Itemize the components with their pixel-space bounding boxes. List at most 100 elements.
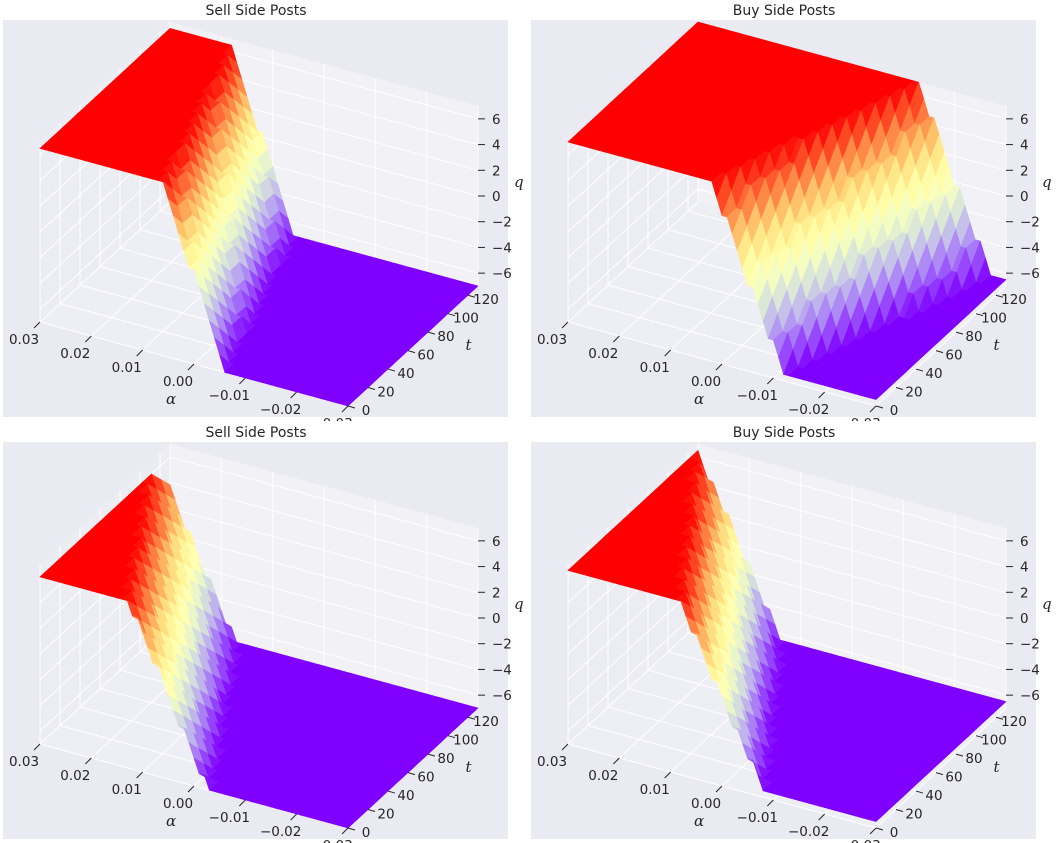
x-tick-mark [290, 391, 298, 399]
x-tick-label: 0.01 [112, 360, 142, 376]
y-tick-mark [915, 368, 924, 372]
y-tick-label: 0 [362, 825, 371, 841]
z-tick-label: −2 [492, 215, 512, 231]
z-tick-label: 0 [492, 189, 501, 205]
y-tick-label: 60 [417, 348, 434, 364]
panel-top-left: Sell Side Posts 0.03 0.02 0.01 0.00 −0.01 −0.0… [0, 0, 528, 421]
x-tick-mark [869, 827, 877, 835]
x-tick-mark [664, 349, 672, 357]
x-tick-label: 0.00 [691, 374, 721, 390]
surface [567, 21, 1007, 400]
y-tick-mark [367, 387, 376, 391]
z-tick-label: −4 [492, 662, 512, 678]
y-tick-mark [387, 790, 396, 794]
x-axis-label: α [694, 390, 704, 408]
x-axis-label: α [694, 812, 704, 830]
x-tick-mark [766, 377, 774, 385]
x-tick-mark [341, 827, 349, 835]
y-tick-label: 40 [925, 788, 942, 804]
y-tick-mark [935, 772, 944, 776]
x-tick-mark [136, 349, 144, 357]
y-tick-label: 20 [377, 807, 394, 823]
panel-bottom-left: Sell Side Posts 0.03 0.02 0.01 0.00 −0.01 −0.0… [0, 422, 528, 843]
y-tick-mark [875, 827, 884, 831]
y-tick-mark [895, 387, 904, 391]
x-tick-label: 0.00 [691, 796, 721, 812]
y-tick-label: 80 [437, 329, 454, 345]
y-tick-label: 0 [890, 403, 899, 419]
y-tick-mark [447, 313, 456, 317]
z-tick-label: 2 [1020, 585, 1029, 601]
y-tick-mark [427, 331, 436, 335]
x-tick-label: −0.01 [737, 810, 778, 826]
z-tick-label: −4 [1020, 662, 1040, 678]
y-tick-label: 60 [417, 770, 434, 786]
x-tick-label: 0.02 [588, 346, 618, 362]
surface-plot-bottom-right: Buy Side Posts 0.03 0.02 0.01 0.00 −0.01 −0.02… [531, 425, 1052, 843]
x-tick-label: 0.01 [112, 782, 142, 798]
x-tick-mark [187, 785, 195, 793]
x-tick-mark [715, 363, 723, 371]
y-tick-label: 0 [362, 403, 371, 419]
x-tick-label: −0.01 [737, 388, 778, 404]
x-tick-mark [561, 743, 569, 751]
z-tick-label: 6 [492, 534, 501, 550]
z-tick-label: 0 [492, 611, 501, 627]
z-axis-label: q [1042, 173, 1052, 191]
x-tick-label: −0.02 [260, 824, 301, 840]
x-tick-label: 0.01 [640, 360, 670, 376]
y-tick-label: 40 [397, 366, 414, 382]
y-tick-label: 80 [965, 329, 982, 345]
y-tick-label: 100 [981, 311, 1007, 327]
x-tick-label: −0.02 [788, 402, 829, 418]
y-tick-mark [407, 350, 416, 354]
x-tick-label: 0.03 [537, 332, 567, 348]
y-tick-mark [347, 827, 356, 831]
x-tick-mark [84, 335, 92, 343]
x-tick-mark [33, 321, 41, 329]
x-tick-label: 0.03 [9, 332, 39, 348]
y-tick-label: 120 [1001, 714, 1027, 730]
y-tick-mark [387, 368, 396, 372]
z-tick-label: 0 [1020, 611, 1029, 627]
x-tick-mark [561, 321, 569, 329]
surface [39, 473, 479, 829]
y-tick-mark [975, 313, 984, 317]
surface-plot-top-left: Sell Side Posts 0.03 0.02 0.01 0.00 −0.01 −0.0… [3, 3, 524, 421]
x-tick-label: −0.01 [209, 810, 250, 826]
x-tick-mark [187, 363, 195, 371]
y-tick-mark [467, 294, 476, 298]
z-axis-label: q [514, 595, 524, 613]
x-tick-label: 0.03 [9, 754, 39, 770]
z-tick-label: 4 [1020, 138, 1029, 154]
z-tick-label: 6 [492, 112, 501, 128]
y-tick-label: 120 [473, 714, 499, 730]
z-tick-label: 4 [1020, 560, 1029, 576]
y-tick-mark [995, 716, 1004, 720]
y-tick-label: 120 [1001, 292, 1027, 308]
x-tick-label: 0.03 [537, 754, 567, 770]
y-tick-mark [427, 753, 436, 757]
z-tick-label: −6 [492, 688, 512, 704]
x-tick-label: −0.02 [260, 402, 301, 418]
z-axis-label: q [1042, 595, 1052, 613]
surface [567, 449, 1007, 822]
y-tick-label: 100 [453, 733, 479, 749]
y-axis-label: t [994, 336, 1001, 354]
y-axis-label: t [466, 758, 473, 776]
x-tick-label: −0.03 [839, 416, 880, 421]
z-tick-label: 6 [1020, 534, 1029, 550]
x-tick-label: −0.01 [209, 388, 250, 404]
y-axis-label: t [994, 758, 1001, 776]
x-tick-mark [612, 335, 620, 343]
y-tick-label: 40 [925, 366, 942, 382]
y-tick-mark [995, 294, 1004, 298]
y-tick-label: 20 [905, 385, 922, 401]
y-tick-label: 80 [437, 751, 454, 767]
y-tick-mark [447, 735, 456, 739]
x-tick-label: 0.00 [163, 796, 193, 812]
x-tick-label: 0.00 [163, 374, 193, 390]
y-tick-label: 60 [945, 770, 962, 786]
z-tick-label: 4 [492, 560, 501, 576]
y-tick-label: 60 [945, 348, 962, 364]
